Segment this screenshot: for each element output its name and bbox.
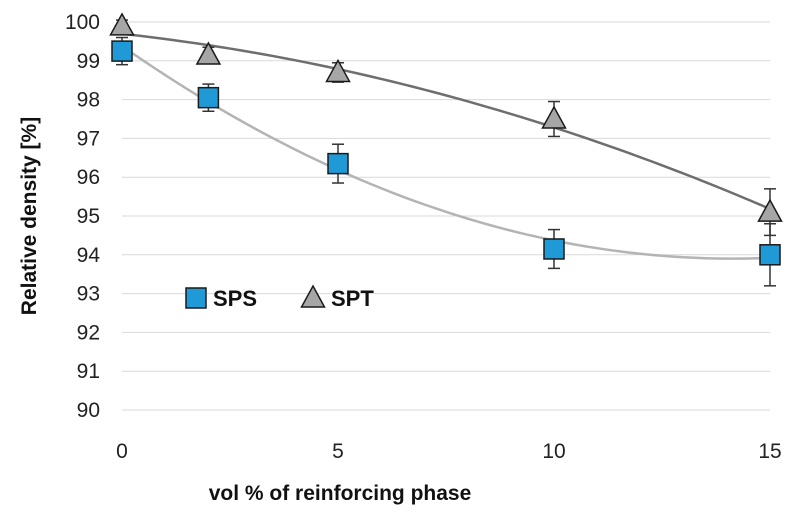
marker-sps-15 — [759, 244, 781, 266]
marker-spt-15 — [757, 198, 783, 222]
y-tick-label-90: 90 — [77, 399, 100, 422]
trendlines — [121, 32, 771, 260]
legend-label-sps: SPS — [213, 286, 257, 311]
x-tick-label-5: 5 — [332, 440, 344, 463]
y-tick-label-93: 93 — [77, 283, 100, 306]
marker-spt-2 — [195, 41, 222, 65]
y-tick-label-92: 92 — [77, 321, 100, 344]
y-tick-label-95: 95 — [77, 205, 100, 228]
y-tick-label-99: 99 — [77, 50, 100, 73]
marker-spt-0 — [109, 12, 135, 36]
marker-sps-2 — [197, 86, 220, 109]
marker-sps-0 — [111, 40, 133, 62]
legend: SPS SPT — [185, 284, 374, 311]
y-axis-title: Relative density [%] — [18, 117, 41, 315]
legend-label-spt: SPT — [331, 286, 374, 311]
marker-sps-10 — [543, 238, 565, 260]
trendline-sps — [121, 45, 771, 260]
x-tick-label-15: 15 — [758, 440, 781, 463]
x-axis-title: vol % of reinforcing phase — [209, 482, 472, 505]
x-tick-label-0: 0 — [116, 440, 128, 463]
y-tick-label-91: 91 — [77, 360, 100, 383]
legend-marker-spt — [300, 284, 326, 308]
y-tick-label-94: 94 — [77, 244, 101, 267]
y-tick-label-100: 100 — [65, 11, 100, 34]
y-tick-label-96: 96 — [77, 166, 100, 189]
data-markers — [109, 12, 783, 266]
x-tick-labels: 0 5 10 15 — [116, 440, 782, 463]
trendline-spt — [121, 32, 771, 211]
y-tick-label-97: 97 — [77, 127, 100, 150]
x-tick-label-10: 10 — [542, 440, 565, 463]
marker-spt-10 — [541, 105, 567, 129]
legend-marker-sps — [185, 287, 207, 309]
marker-spt-5 — [325, 58, 351, 83]
y-tick-label-98: 98 — [77, 89, 100, 112]
gridlines — [122, 21, 770, 411]
marker-sps-5 — [327, 152, 349, 175]
y-tick-labels: 90 91 92 93 94 95 96 97 98 99 100 — [65, 11, 100, 422]
